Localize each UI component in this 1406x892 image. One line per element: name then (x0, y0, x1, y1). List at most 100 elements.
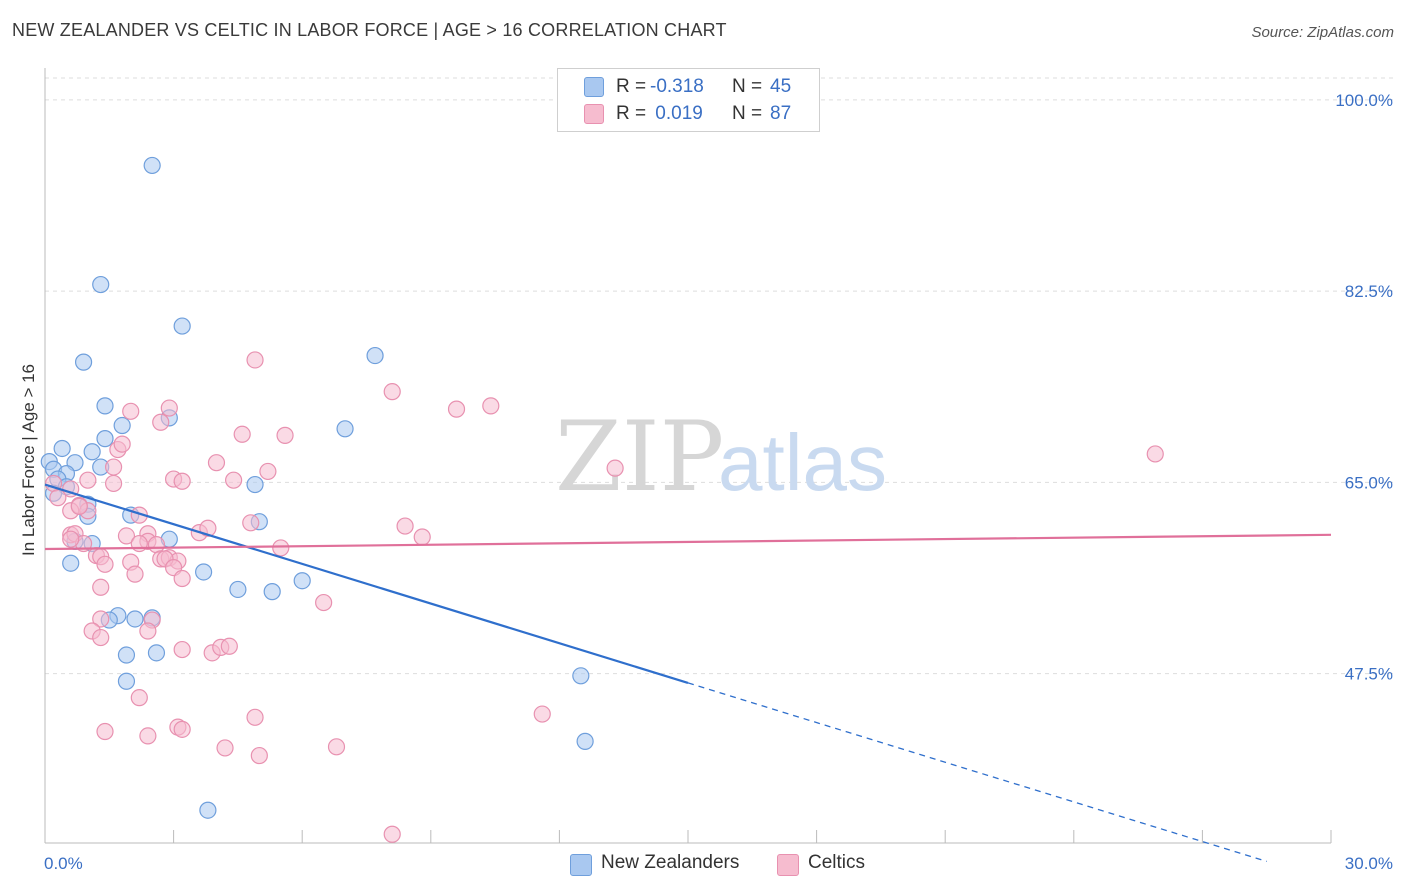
celtic-point (413, 528, 431, 546)
new-zealander-point (117, 672, 136, 690)
celtic-point (216, 739, 234, 757)
celtic-point (92, 610, 110, 628)
celtic-point (173, 720, 191, 738)
new-zealander-point (336, 420, 354, 438)
trend-lines (44, 483, 1332, 863)
celtic-point (79, 471, 97, 489)
celtic-point (250, 746, 268, 765)
celtic-point (242, 514, 260, 532)
x-tick-label-start: 0.0% (44, 854, 83, 873)
watermark-atlas: atlas (718, 418, 887, 507)
celtic-point (130, 534, 148, 553)
y-axis-label: In Labor Force | Age > 16 (19, 364, 38, 556)
legend-n-value: 87 (770, 103, 792, 124)
new-zealander-point (83, 443, 101, 461)
celtic-point (96, 555, 114, 573)
legend-r-label: R = (616, 103, 647, 124)
celtic-point (139, 727, 157, 745)
new-zealander-point (113, 416, 131, 435)
celtic-point (315, 593, 333, 612)
chart-title: NEW ZEALANDER VS CELTIC IN LABOR FORCE |… (12, 20, 727, 40)
new-zealander-point (576, 732, 594, 750)
celtic-point (147, 536, 166, 554)
y-tick-label: 47.5% (1345, 665, 1393, 684)
celtic-trend-line (44, 533, 1332, 551)
celtic-point (113, 435, 131, 453)
y-tick-label: 65.0% (1345, 473, 1393, 492)
celtic-point (122, 402, 140, 420)
legend-r-label: R = (616, 76, 647, 97)
new-zealander-trend-extension (687, 682, 1267, 863)
legend-r-value: -0.318 (650, 76, 704, 97)
celtic-point (533, 705, 551, 723)
legend-r-value: 0.019 (650, 103, 703, 124)
celtic-point (276, 426, 294, 444)
celtic-point (160, 399, 178, 417)
data-points (40, 156, 1164, 843)
watermark-zip: ZIP (555, 401, 724, 513)
celtic-point (1146, 445, 1164, 463)
celtic-point (49, 489, 67, 507)
celtic-point (117, 527, 136, 545)
celtic-point (225, 471, 243, 489)
new-zealander-point (96, 430, 114, 448)
celtic-point (96, 722, 114, 741)
watermark: ZIP atlas (555, 401, 887, 513)
axis-labels: 47.5% 65.0% 82.5% 100.0% 0.0% 30.0% In Labor F… (19, 91, 1393, 873)
celtic-point (104, 458, 123, 476)
new-zealander-point (147, 644, 166, 662)
new-zealander-point (74, 353, 93, 371)
celtic-point (173, 569, 191, 588)
legend-swatch-pink (777, 854, 799, 876)
legend-swatch-blue (570, 854, 592, 876)
new-zealander-point (126, 610, 144, 628)
new-zealander-point (92, 275, 110, 294)
new-zealander-point (96, 397, 114, 415)
celtic-point (92, 578, 110, 596)
correlation-legend: R = -0.318 N = 45 R = 0.019 N = 87 (557, 68, 820, 132)
celtic-point (246, 351, 264, 369)
new-zealander-point (246, 475, 264, 494)
new-zealander-point (199, 801, 217, 819)
new-zealander-point (53, 439, 71, 458)
celtic-point (62, 530, 80, 548)
new-zealander-point (572, 667, 590, 685)
legend-swatch-blue (584, 77, 604, 97)
celtic-point (92, 628, 110, 647)
celtic-point (447, 400, 466, 418)
celtic-point (383, 825, 401, 843)
new-zealander-point (229, 580, 247, 599)
new-zealander-point (293, 572, 311, 590)
new-zealander-point (117, 646, 136, 664)
legend-n-label: N = (732, 103, 763, 124)
celtic-point (207, 454, 226, 472)
grid-lines (45, 77, 1394, 675)
new-zealander-point (62, 554, 80, 572)
celtic-point (104, 474, 123, 493)
celtic-point (233, 425, 251, 443)
celtic-point (173, 640, 191, 659)
celtic-point (220, 637, 238, 655)
new-zealander-trend-line (44, 483, 689, 684)
new-zealander-point (173, 317, 191, 335)
legend-swatch-pink (584, 104, 604, 124)
celtic-point (173, 472, 191, 490)
legend-label: Celtics (808, 852, 866, 873)
celtic-point (130, 689, 148, 707)
celtic-point (152, 413, 170, 431)
source-label: Source: ZipAtlas.com (1251, 24, 1394, 41)
legend-n-label: N = (732, 76, 763, 97)
celtic-point (272, 539, 290, 557)
celtic-point (126, 565, 144, 583)
y-tick-label: 100.0% (1335, 91, 1393, 110)
legend-label: New Zealanders (601, 852, 740, 873)
celtic-point (259, 462, 277, 481)
new-zealander-point (263, 583, 281, 601)
new-zealander-point (143, 156, 161, 175)
new-zealander-point (195, 563, 213, 581)
celtic-point (246, 708, 264, 726)
legend-n-value: 45 (770, 76, 792, 97)
celtic-point (606, 459, 624, 477)
celtic-point (396, 517, 414, 535)
